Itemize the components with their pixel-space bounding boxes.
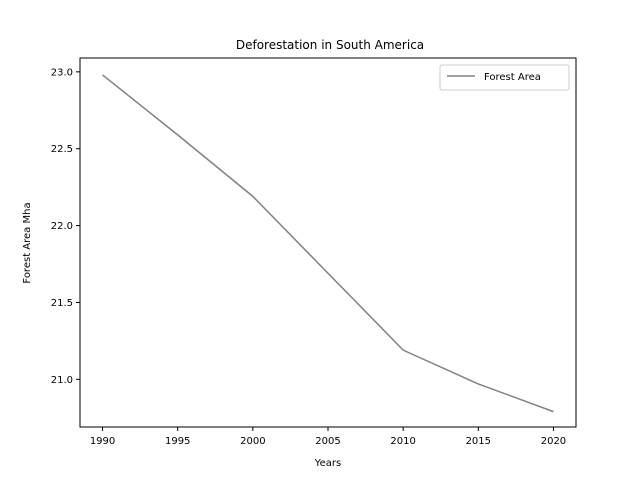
x-tick-label: 2020 bbox=[541, 436, 566, 447]
y-tick-label: 21.0 bbox=[51, 375, 73, 386]
y-tick-label: 23.0 bbox=[51, 67, 73, 78]
legend: Forest Area bbox=[439, 64, 570, 91]
x-tick-label: 2015 bbox=[466, 436, 491, 447]
legend-box bbox=[439, 64, 570, 91]
chart-title: Deforestation in South America bbox=[236, 38, 424, 52]
x-tick-label: 2010 bbox=[390, 436, 415, 447]
x-tick-label: 2000 bbox=[240, 436, 265, 447]
x-tick-label: 1995 bbox=[165, 436, 190, 447]
x-tick-label: 1990 bbox=[90, 436, 115, 447]
series-line-forest-area bbox=[102, 74, 554, 413]
legend-label: Forest Area bbox=[484, 72, 541, 83]
y-tick-label: 22.5 bbox=[51, 144, 73, 155]
axes-frame bbox=[79, 57, 577, 428]
y-tick-label: 22.0 bbox=[51, 221, 73, 232]
y-tick-label: 21.5 bbox=[51, 298, 73, 309]
x-axis-title: Years bbox=[314, 458, 341, 469]
y-axis-title: Forest Area Mha bbox=[22, 202, 33, 283]
plot-area: 1990 1995 2000 2005 2010 2015 2020 21.0 21.5 22.0… bbox=[51, 57, 577, 447]
x-tick-label: 2005 bbox=[315, 436, 340, 447]
